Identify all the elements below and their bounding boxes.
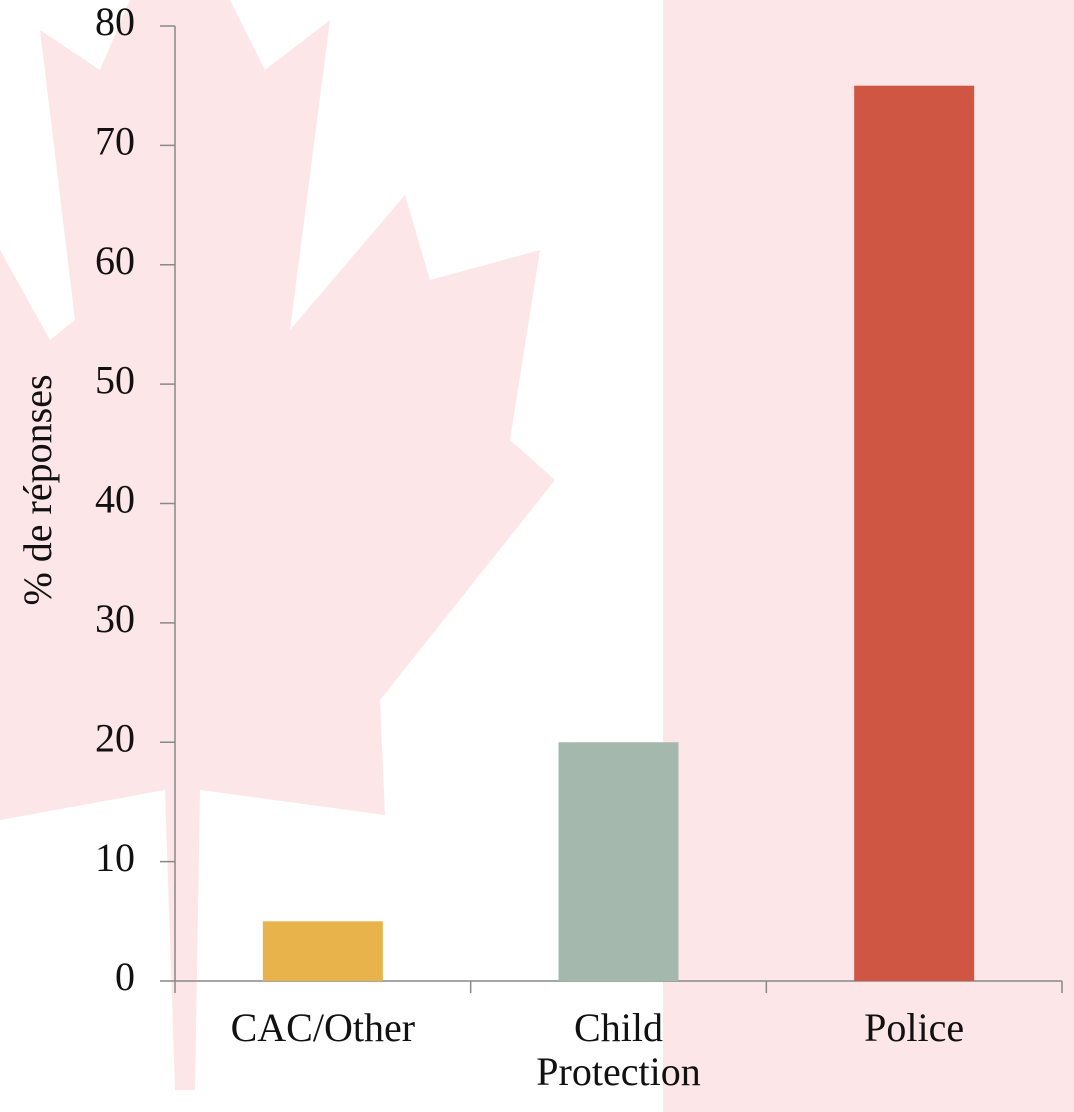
y-axis-label: % de réponses xyxy=(15,374,60,605)
x-tick-label: Police xyxy=(864,1005,965,1050)
maple-leaf xyxy=(0,0,555,1090)
bar xyxy=(262,921,383,981)
y-tick-label: 60 xyxy=(95,238,135,283)
y-tick-label: 70 xyxy=(95,119,135,164)
y-tick-label: 40 xyxy=(95,477,135,522)
y-tick-label: 0 xyxy=(115,954,135,999)
x-tick-label: CAC/Other xyxy=(230,1005,416,1050)
x-tick-label: Child Protection xyxy=(536,1005,701,1094)
bar xyxy=(558,742,679,981)
bar xyxy=(854,85,975,981)
y-tick-label: 50 xyxy=(95,357,135,402)
y-tick-label: 10 xyxy=(95,835,135,880)
y-tick-label: 80 xyxy=(95,0,135,44)
y-tick-label: 20 xyxy=(95,715,135,760)
y-tick-label: 30 xyxy=(95,596,135,641)
